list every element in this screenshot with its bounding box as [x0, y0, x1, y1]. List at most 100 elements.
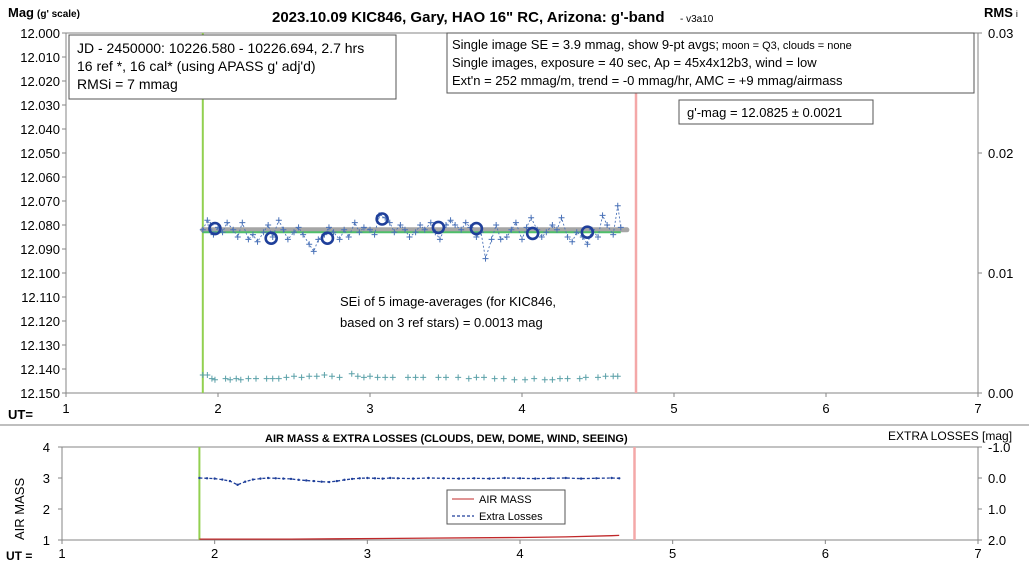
rms-point	[374, 374, 381, 381]
rms-point	[222, 375, 229, 382]
rms-point	[531, 375, 538, 382]
gmag-box: g'-mag = 12.0825 ± 0.0021	[678, 99, 874, 125]
airmass-series	[199, 534, 620, 540]
extra-losses-point	[320, 480, 323, 483]
extra-losses-point	[473, 477, 476, 480]
single-image-point	[224, 219, 231, 226]
rms-point	[500, 375, 507, 382]
single-image-point	[345, 234, 352, 240]
rms-point	[405, 374, 411, 381]
extra-losses-line	[199, 477, 620, 486]
rms-point	[367, 373, 373, 380]
extra-losses-point	[396, 477, 400, 480]
single-image-point	[230, 226, 237, 233]
extra-losses-point	[411, 477, 415, 480]
y-axis-label-sub: (g' scale)	[37, 9, 80, 20]
single-image-point	[549, 222, 556, 228]
extra-losses-point	[350, 477, 354, 481]
rms-point	[595, 374, 601, 381]
single-image-point	[523, 224, 530, 231]
extra-losses-point	[610, 476, 613, 480]
rms-point	[549, 376, 556, 383]
info-right-line-1-small: moon = Q3, clouds = none	[719, 40, 852, 52]
info-left-line-1: JD - 2450000: 10226.580 - 10226.694, 2.7…	[77, 40, 364, 56]
rms-point	[435, 374, 442, 381]
rms-point	[275, 375, 282, 382]
y-tick-label: 12.030	[20, 98, 60, 113]
single-image-point	[341, 226, 348, 233]
y2-tick-label: 0.03	[988, 26, 1013, 41]
rms-point	[348, 370, 355, 377]
single-image-point	[371, 231, 378, 238]
single-image-point	[199, 226, 206, 233]
bottom-y2-label: EXTRA LOSSES [mag]	[888, 429, 1012, 443]
y-tick-label: 12.150	[20, 386, 60, 401]
single-image-point	[284, 236, 291, 243]
rms-point	[389, 374, 396, 381]
average-point	[320, 231, 335, 245]
single-image-point	[300, 231, 307, 238]
bottom-y2-tick-label: 0.0	[988, 471, 1006, 486]
single-image-point	[356, 229, 363, 236]
single-image-point	[310, 248, 317, 255]
single-image-point	[569, 238, 576, 245]
single-image-point	[564, 234, 571, 240]
rms-series	[199, 370, 621, 383]
rms-point	[576, 375, 583, 382]
sei-box: SEi of 5 image-averages (for KIC846, bas…	[330, 287, 578, 336]
bottom-y-tick-label: 4	[43, 440, 50, 455]
rms-point	[291, 373, 297, 380]
y2-ticks-bottom: -1.0 0.0 1.0 2.0	[978, 440, 1010, 548]
rms-point	[211, 376, 218, 383]
single-image-point	[610, 231, 617, 238]
average-point	[469, 221, 484, 236]
single-image-point	[604, 222, 611, 228]
average-point	[264, 231, 279, 245]
single-image-point	[493, 222, 500, 228]
sei-line-2: based on 3 ref stars) = 0.0013 mag	[340, 315, 543, 330]
rms-point	[237, 376, 244, 383]
average-point	[375, 212, 389, 226]
extra-losses-point	[427, 476, 430, 480]
extra-losses-point	[503, 476, 506, 480]
single-image-point	[245, 236, 252, 243]
rms-point	[329, 373, 335, 380]
extra-losses-point	[228, 479, 232, 483]
single-image-point	[519, 236, 525, 243]
extra-losses-point	[381, 477, 384, 480]
single-image-point	[458, 226, 465, 233]
extra-losses-point	[457, 477, 461, 480]
y2-axis-label-sub: i	[1016, 9, 1018, 19]
single-image-point	[512, 219, 519, 226]
single-image-point	[412, 229, 419, 236]
y2-tick-label: 0.01	[988, 266, 1013, 281]
rms-point	[360, 374, 367, 381]
single-image-point	[488, 236, 495, 243]
single-image-point	[573, 229, 580, 236]
single-image-point	[401, 226, 408, 233]
extra-losses-point	[442, 477, 445, 480]
rms-point	[227, 376, 234, 383]
rms-point	[582, 374, 589, 381]
bottom-y2-tick-label: 2.0	[988, 533, 1006, 548]
bottom-y-tick-label: 3	[43, 471, 50, 486]
extra-losses-point	[488, 477, 491, 480]
sei-line-1: SEi of 5 image-averages (for KIC846,	[340, 294, 556, 309]
rms-point	[306, 373, 313, 380]
average-point	[580, 225, 595, 239]
single-image-point	[538, 234, 545, 240]
single-image-point	[452, 222, 459, 228]
extra-losses-point	[251, 478, 255, 481]
bottom-x-tick-label: 3	[364, 546, 371, 561]
rms-point	[511, 376, 518, 383]
bottom-x-tick-label: 7	[974, 546, 981, 561]
single-image-point	[614, 202, 621, 209]
extra-losses-point	[198, 476, 201, 480]
extra-losses-point	[518, 477, 522, 480]
y-tick-label: 12.000	[20, 26, 60, 41]
extra-losses-point	[282, 477, 285, 480]
single-image-point	[280, 226, 287, 233]
x-ticks-bottom: 1 2 3 4 5 6 7	[58, 540, 982, 561]
bottom-x-tick-label: 4	[516, 546, 523, 561]
bottom-y-tick-label: 2	[43, 502, 50, 517]
